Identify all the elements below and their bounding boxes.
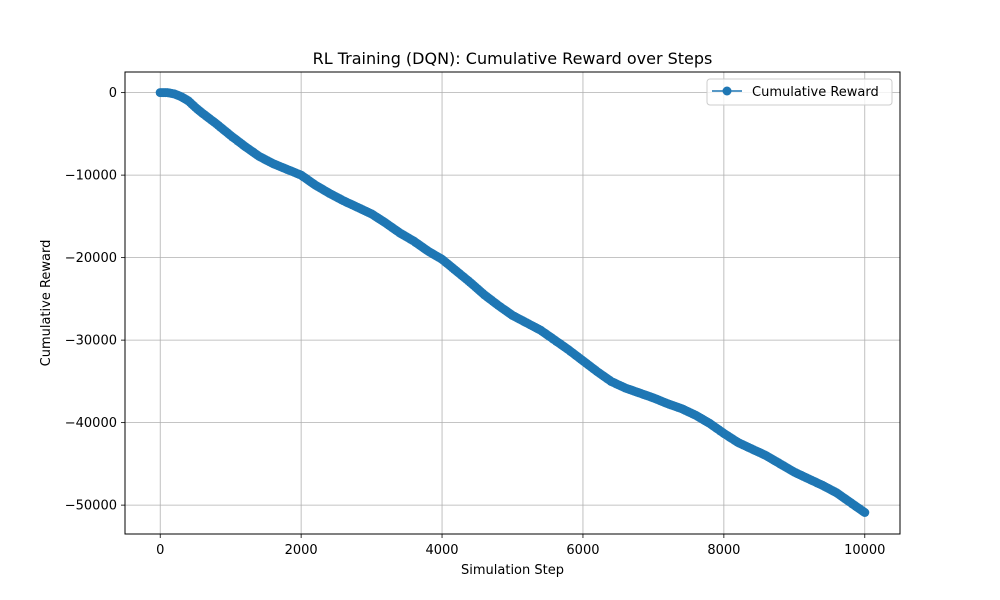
chart-title: RL Training (DQN): Cumulative Reward ove… [313,49,713,68]
legend-label: Cumulative Reward [752,85,879,100]
x-tick-label: 0 [156,543,164,558]
y-tick-label: −30000 [65,334,117,349]
series-cumulative-reward [155,88,870,517]
x-axis-ticks: 0 2000 4000 6000 8000 10000 [156,534,885,558]
legend-box [706,78,893,106]
x-tick-label: 6000 [566,543,599,558]
y-tick-label: −50000 [65,499,117,514]
legend: Cumulative Reward [706,78,893,106]
legend-marker-swatch [722,86,732,96]
x-tick-label: 4000 [425,543,458,558]
y-tick-label: −20000 [65,251,117,266]
plot-frame [124,71,901,535]
x-tick-label: 8000 [707,543,740,558]
x-tick-label: 2000 [285,543,318,558]
x-axis-title: Simulation Step [461,563,564,578]
y-tick-label: 0 [109,86,117,101]
x-tick-label: 10000 [844,543,885,558]
y-axis-ticks: 0 −10000 −20000 −30000 −40000 −50000 [65,86,125,514]
y-tick-label: −40000 [65,416,117,431]
y-axis-title: Cumulative Reward [39,240,54,367]
data-point [860,508,870,517]
series-markers [155,88,870,517]
y-tick-label: −10000 [65,169,117,184]
